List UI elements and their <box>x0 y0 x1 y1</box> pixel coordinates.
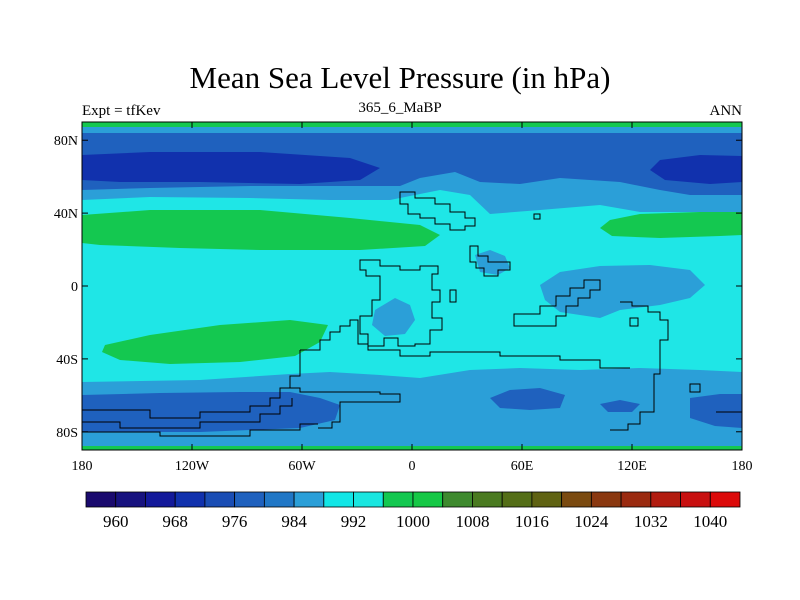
pressure-field <box>82 122 742 450</box>
continent-outlines <box>82 191 742 437</box>
lon-tick-label: 120E <box>617 459 647 474</box>
lon-tick-label: 60E <box>511 459 534 474</box>
colorbar-label: 992 <box>341 512 367 531</box>
colorbar-label: 968 <box>162 512 188 531</box>
colorbar-label: 1032 <box>634 512 668 531</box>
colorbar-label: 976 <box>222 512 248 531</box>
colorbar-swatch <box>293 491 325 508</box>
colorbar-label: 1024 <box>574 512 609 531</box>
outline-east-landmass <box>513 279 601 327</box>
field-south-low-east <box>690 394 742 428</box>
map-title: Mean Sea Level Pressure (in hPa) <box>189 60 611 95</box>
outline-north-landmass <box>399 191 476 231</box>
outline-south-east-island <box>689 383 701 393</box>
colorbar-swatch <box>85 491 117 508</box>
colorbar-swatch <box>174 491 206 508</box>
outline-south-coast <box>300 319 630 369</box>
lon-tick-label: 180 <box>732 459 753 474</box>
lat-tick-label: 0 <box>71 280 78 295</box>
colorbar-swatch <box>382 491 414 508</box>
colorbar-swatch <box>263 491 295 508</box>
field-high-south <box>102 320 328 364</box>
field-north-low-east <box>650 155 742 184</box>
colorbar-label: 1008 <box>455 512 489 531</box>
experiment-label: Expt = tfKev <box>82 103 161 119</box>
lon-tick-label: 120W <box>175 459 210 474</box>
lat-tick-label: 40N <box>54 207 78 222</box>
field-high-north-west <box>82 210 440 250</box>
season-label: ANN <box>709 103 743 119</box>
lat-tick-label: 40S <box>56 353 78 368</box>
outline-asia-fragment <box>469 245 511 277</box>
colorbar-label: 984 <box>281 512 307 531</box>
colorbar-swatch <box>590 491 622 508</box>
field-south-low-small <box>600 400 640 412</box>
colorbar-swatch <box>115 491 146 508</box>
field-equatorial-patch <box>372 298 415 336</box>
field-north-low-west <box>82 152 380 184</box>
colorbar: 960 968 976 984 992 1000 1008 1016 1024 1032 1040 <box>85 491 741 531</box>
outline-south-west-1 <box>82 376 291 419</box>
colorbar-swatch <box>709 491 741 508</box>
colorbar-swatch <box>412 491 444 508</box>
lat-tick-label: 80N <box>54 134 78 149</box>
colorbar-swatch <box>501 491 533 508</box>
colorbar-swatch <box>204 491 236 508</box>
colorbar-swatch <box>442 491 473 508</box>
outline-small-island <box>449 289 457 303</box>
colorbar-swatch <box>323 491 354 508</box>
latitude-axis: 80N 40N 0 40S 80S <box>54 134 742 441</box>
outline-east-coast <box>610 301 669 431</box>
colorbar-swatch <box>353 491 384 508</box>
colorbar-label: 1040 <box>693 512 727 531</box>
field-high-north-east <box>600 212 742 238</box>
outline-south-west-3 <box>82 423 318 437</box>
colorbar-swatch <box>145 491 176 508</box>
colorbar-swatch <box>680 491 711 508</box>
lon-tick-label: 180 <box>72 459 93 474</box>
colorbar-swatch <box>234 491 265 508</box>
period-label: 365_6_MaBP <box>358 100 442 116</box>
colorbar-swatch <box>561 491 592 508</box>
colorbar-swatch <box>531 491 563 508</box>
colorbar-label: 960 <box>103 512 129 531</box>
lon-tick-label: 60W <box>288 459 316 474</box>
field-indian-patch <box>540 265 705 318</box>
field-south-low-central <box>490 388 565 410</box>
outline-east-island <box>629 317 639 327</box>
outline-central-landmass <box>359 259 443 347</box>
outline-south-west-2 <box>82 398 293 429</box>
colorbar-swatch <box>472 491 503 508</box>
colorbar-swatch <box>620 491 652 508</box>
colorbar-label: 1016 <box>515 512 549 531</box>
colorbar-label: 1000 <box>396 512 430 531</box>
lon-tick-label: 0 <box>409 459 416 474</box>
lat-tick-label: 80S <box>56 426 78 441</box>
colorbar-swatch <box>650 491 681 508</box>
longitude-axis: 180 120W 60W 0 60E 120E 180 <box>72 122 753 474</box>
outline-tiny-island <box>533 213 541 220</box>
